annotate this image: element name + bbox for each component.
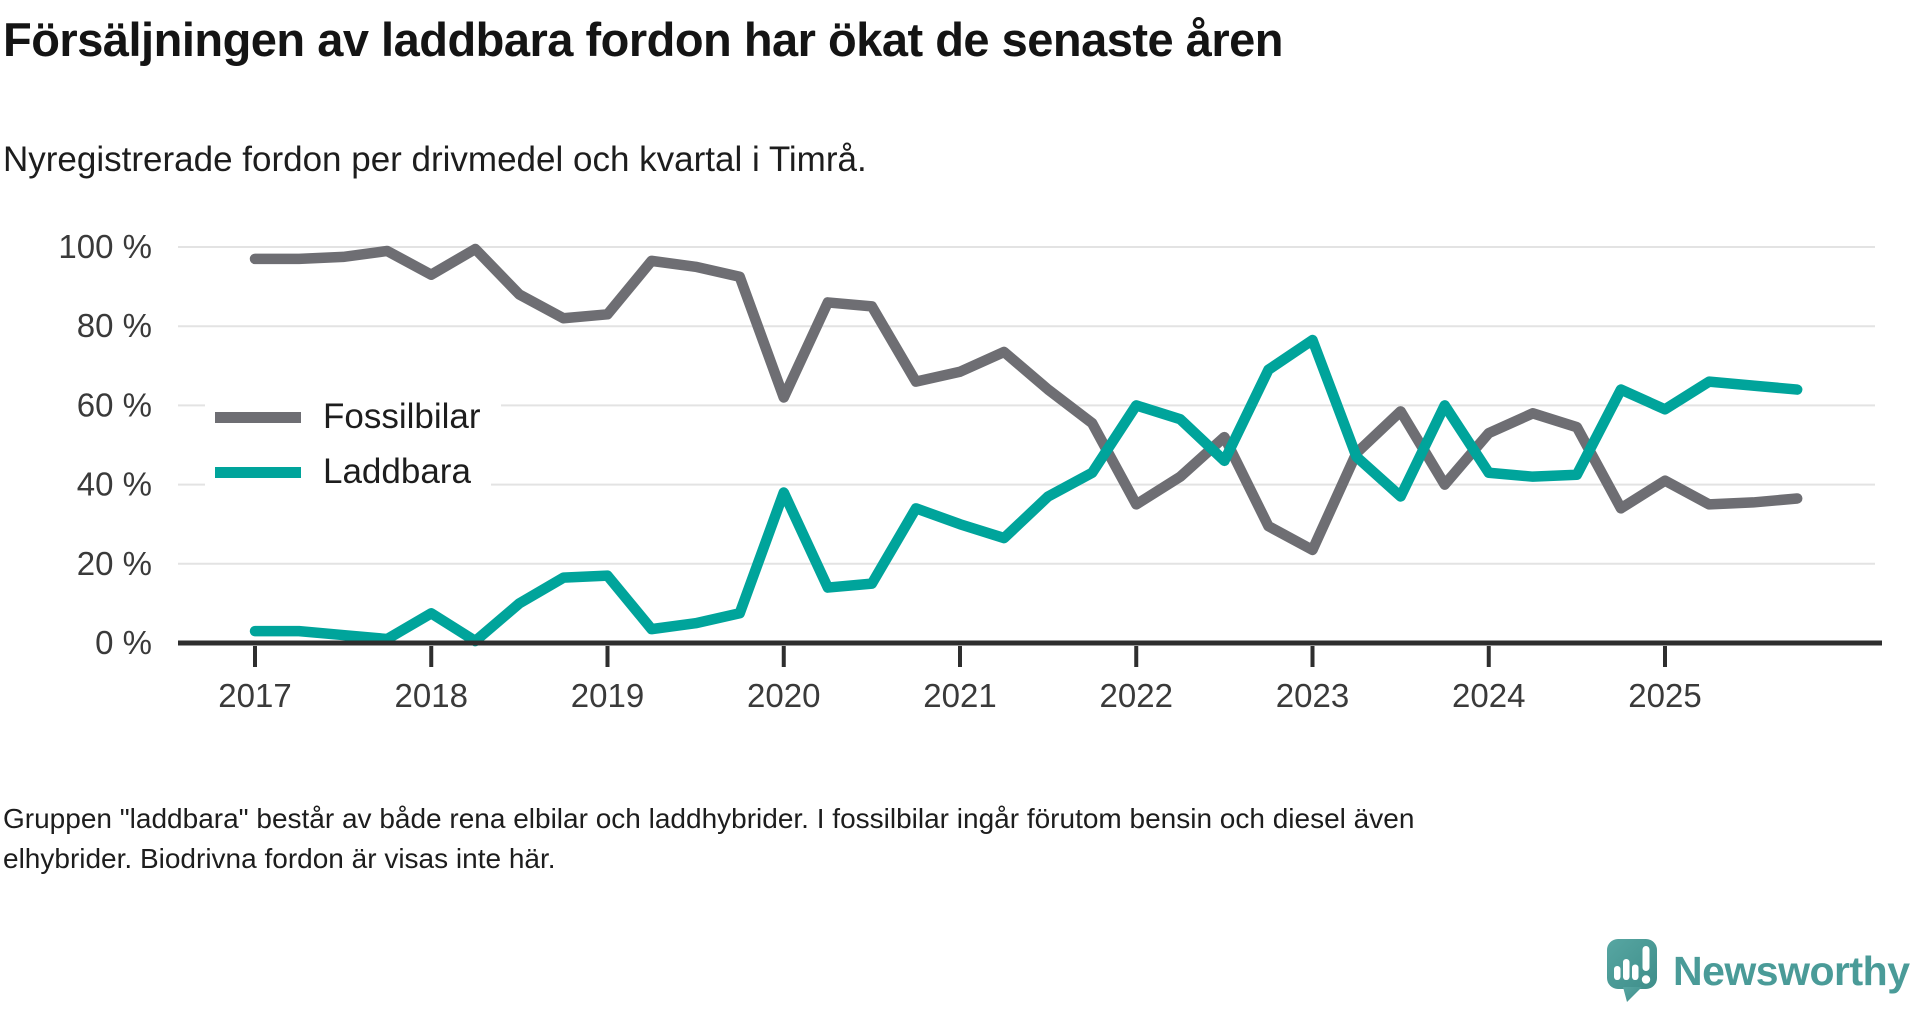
legend-label: Laddbara [323, 452, 471, 491]
x-axis-label: 2018 [395, 677, 468, 714]
y-axis-label: 20 % [77, 545, 152, 582]
y-axis-label: 40 % [77, 466, 152, 503]
footnote-line: Gruppen "laddbara" består av både rena e… [3, 803, 1415, 834]
y-axis-label: 80 % [77, 307, 152, 344]
x-axis-label: 2021 [923, 677, 996, 714]
legend-label: Fossilbilar [323, 397, 481, 436]
legend-item-fossilbilar: Fossilbilar [205, 394, 501, 440]
y-axis-label: 0 % [95, 624, 152, 661]
y-axis-label: 100 % [58, 228, 152, 265]
fossilbilar-line [249, 243, 1803, 556]
x-axis-label: 2024 [1452, 677, 1525, 714]
page-title: Försäljningen av laddbara fordon har öka… [3, 13, 1284, 66]
laddbara-line [249, 334, 1803, 647]
fossilbilar-line-swatch [215, 411, 301, 423]
legend-item-laddbara: Laddbara [205, 449, 491, 495]
newsworthy-wordmark: Newsworthy [1673, 947, 1910, 994]
chart-footnote: Gruppen "laddbara" består av både rena e… [3, 799, 1414, 879]
x-axis-label: 2023 [1276, 677, 1349, 714]
x-axis-label: 2019 [571, 677, 644, 714]
y-axis-label: 60 % [77, 386, 152, 423]
x-axis-label: 2017 [218, 677, 291, 714]
x-axis-label: 2022 [1100, 677, 1173, 714]
x-axis-label: 2020 [747, 677, 820, 714]
chart-legend: Fossilbilar Laddbara [205, 394, 501, 504]
newsworthy-speech-bubble-chart-icon [1607, 939, 1657, 1002]
footnote-line: elhybrider. Biodrivna fordon är visas in… [3, 843, 556, 874]
laddbara-line-swatch [215, 466, 301, 478]
x-axis-label: 2025 [1628, 677, 1701, 714]
chart-subtitle: Nyregistrerade fordon per drivmedel och … [3, 140, 867, 179]
newsworthy-logo: Newsworthy [1606, 938, 1910, 1004]
